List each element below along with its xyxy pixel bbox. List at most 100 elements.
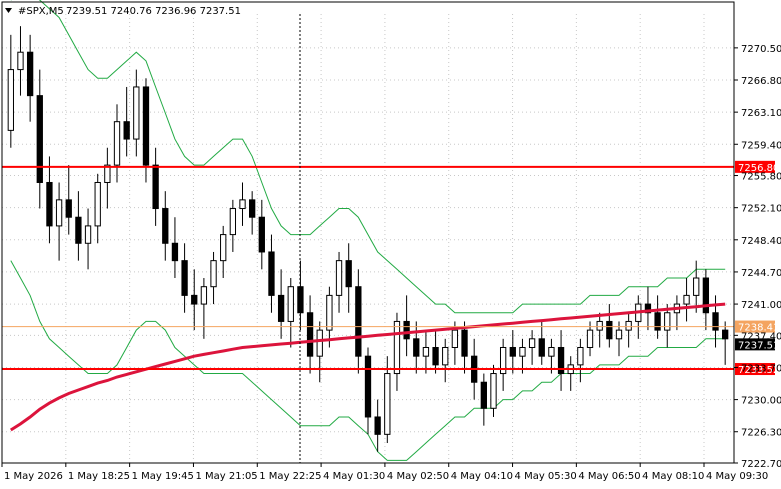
- candle: [335, 251, 343, 313]
- grid-lines: [2, 14, 734, 464]
- candle-body-up: [316, 329, 323, 357]
- candle-body-down: [538, 338, 545, 357]
- current-price-box: [735, 338, 775, 351]
- candle: [249, 191, 256, 235]
- horizontal-levels[interactable]: 7256.80 7233.52 7238.41 7237.51: [2, 160, 779, 376]
- candle: [75, 191, 82, 261]
- y-tick-label: 7263.10: [741, 108, 781, 119]
- candle-body-up: [490, 373, 497, 409]
- candle: [596, 312, 603, 348]
- candle-body-up: [287, 286, 294, 322]
- candle-body-down: [277, 294, 285, 322]
- candle: [220, 225, 227, 279]
- candle: [104, 147, 111, 209]
- candle: [355, 269, 362, 374]
- x-tick-label: 1 May 19:45: [132, 471, 194, 482]
- candle: [113, 104, 121, 183]
- candle-body-up: [499, 346, 507, 375]
- candle: [287, 278, 294, 348]
- candle-body-up: [586, 329, 594, 348]
- candle-body-down: [644, 303, 652, 314]
- candle-body-up: [7, 69, 14, 131]
- current-price-label: 7237.51: [738, 340, 779, 351]
- candle-body-down: [509, 346, 516, 357]
- candle-body-down: [557, 346, 565, 375]
- triangle-down-icon[interactable]: [5, 8, 12, 13]
- candle: [17, 26, 24, 96]
- candle-body-down: [432, 346, 439, 366]
- candle-body-down: [162, 208, 169, 244]
- candle-body-down: [152, 164, 159, 210]
- candle-body-up: [384, 373, 391, 435]
- candle: [152, 147, 159, 226]
- y-tick-label: 7259.40: [741, 140, 781, 151]
- candle: [181, 243, 188, 313]
- x-tick-label: 4 May 04:10: [451, 471, 513, 482]
- candle-body-down: [364, 355, 372, 418]
- candle-body-down: [142, 86, 150, 166]
- ohlc-readout: 7239.51 7240.76 7236.96 7237.51: [66, 6, 241, 17]
- candle-body-down: [480, 381, 487, 409]
- candle: [316, 321, 323, 383]
- candle: [654, 295, 661, 339]
- candle: [490, 364, 497, 417]
- x-tick-label: 4 May 02:50: [387, 471, 449, 482]
- candle: [702, 269, 710, 331]
- moving-average: [10, 302, 726, 432]
- candle-body-up: [664, 312, 671, 331]
- candle: [210, 251, 217, 305]
- candle: [480, 373, 487, 426]
- candle: [277, 269, 285, 339]
- candle-body-up: [615, 329, 623, 340]
- candle-body-up: [528, 338, 536, 348]
- candle-body-down: [65, 199, 72, 218]
- candle-body-down: [191, 294, 198, 305]
- candle: [364, 347, 372, 435]
- candle: [123, 86, 130, 157]
- candle-body-up: [113, 121, 121, 166]
- x-tick-label: 1 May 21:05: [195, 471, 257, 482]
- y-tick-label: 7255.80: [741, 172, 781, 183]
- y-tick-label: 7230.00: [741, 396, 781, 407]
- candle-body-up: [548, 346, 555, 357]
- x-tick-label: 1 May 2026: [4, 471, 63, 482]
- candle-body-up: [693, 277, 700, 296]
- candle: [46, 156, 53, 244]
- candle: [693, 260, 700, 313]
- candle: [239, 182, 246, 226]
- candle: [258, 199, 265, 270]
- y-tick-label: 7248.40: [741, 236, 781, 247]
- level-label: 7238.41: [738, 323, 779, 334]
- candle-body-down: [36, 95, 43, 183]
- y-tick-label: 7244.70: [741, 268, 781, 279]
- candle: [548, 338, 555, 374]
- candle: [162, 191, 169, 261]
- candle: [461, 321, 468, 374]
- candle: [528, 330, 536, 365]
- candle: [94, 173, 101, 244]
- upper-band-line: [10, 0, 726, 314]
- candle: [422, 330, 430, 374]
- candle: [268, 234, 275, 313]
- candle-body-down: [654, 312, 661, 331]
- candle: [538, 321, 545, 365]
- candle-body-up: [393, 320, 401, 375]
- candle-body-up: [210, 260, 217, 288]
- level-label: 7256.80: [738, 163, 779, 174]
- candle: [625, 312, 632, 348]
- y-tick-label: 7226.30: [741, 428, 781, 439]
- candle: [7, 34, 14, 148]
- candle-body-down: [268, 251, 275, 296]
- candle: [442, 338, 449, 383]
- candle-body-down: [722, 329, 729, 340]
- candle-body-down: [249, 199, 256, 218]
- candle-body-up: [94, 181, 101, 227]
- x-tick-label: 4 May 08:10: [642, 471, 704, 482]
- y-tick-label: 7222.70: [741, 459, 781, 470]
- candle: [200, 278, 208, 339]
- candle: [509, 330, 516, 374]
- candle-body-up: [422, 346, 430, 357]
